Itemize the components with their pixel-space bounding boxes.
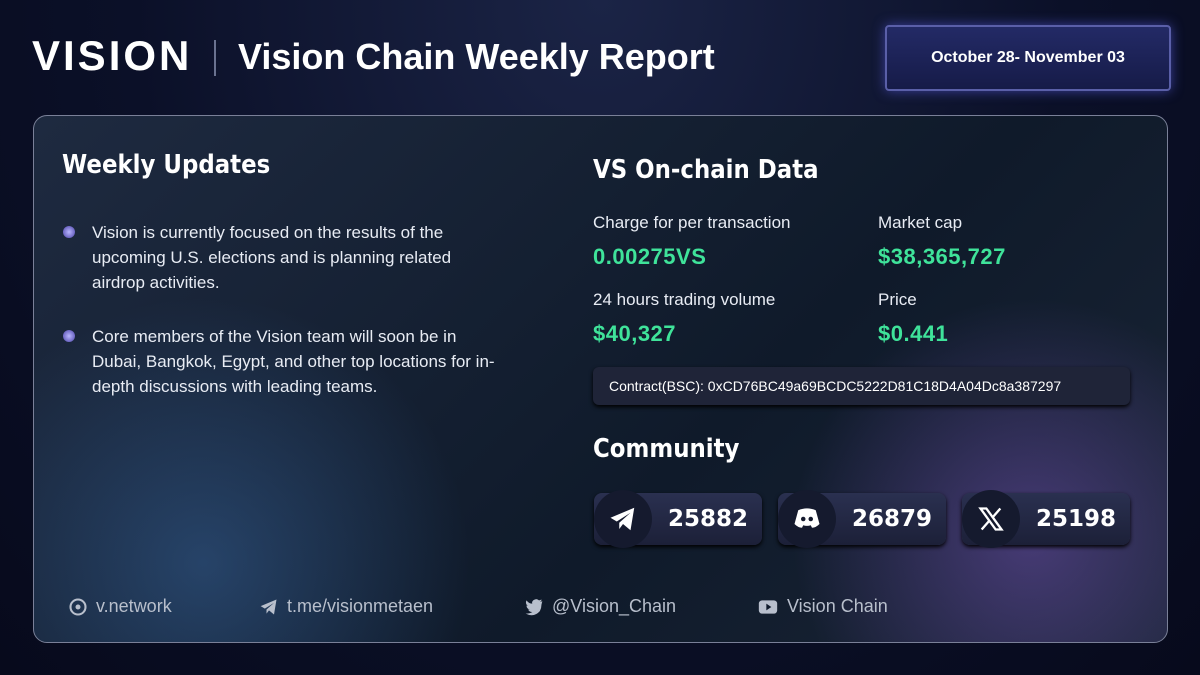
- stat-label: Price: [878, 290, 917, 309]
- footer-icon: [757, 597, 779, 617]
- update-item: Vision is currently focused on the resul…: [92, 223, 452, 292]
- contract-text: Contract(BSC): 0xCD76BC49a69BCDC5222D81C…: [609, 378, 1062, 394]
- bullet: [63, 226, 75, 238]
- date-box: October 28- November 03: [885, 25, 1171, 91]
- footer-text: t.me/visionmetaen: [287, 596, 434, 616]
- community-title: Community: [593, 434, 740, 464]
- footer-link: @Vision_Chain: [524, 596, 676, 617]
- community-pill: 26879: [778, 490, 946, 548]
- footer-text: v.network: [96, 596, 172, 616]
- footer-icon: [524, 597, 544, 617]
- footer-icon: [259, 597, 279, 617]
- member-count: 25882: [668, 506, 749, 532]
- bullet: [63, 330, 75, 342]
- title: Vision Chain Weekly Report: [238, 36, 715, 77]
- brand: VISION: [32, 32, 193, 79]
- footer-link: v.network: [68, 596, 172, 617]
- footer-link: t.me/visionmetaen: [259, 596, 433, 617]
- footer-link: Vision Chain: [757, 596, 888, 617]
- member-count: 25198: [1036, 506, 1117, 532]
- separator: [214, 40, 216, 76]
- social-icon: [778, 490, 836, 548]
- footer-icon: [68, 597, 88, 617]
- onchain-title: VS On-chain Data: [593, 155, 819, 185]
- stat-value: $40,327: [593, 321, 677, 346]
- update-item: Core members of the Vision team will soo…: [92, 327, 495, 396]
- stat-value: $0.441: [878, 321, 949, 346]
- contract: Contract(BSC): 0xCD76BC49a69BCDC5222D81C…: [593, 367, 1130, 405]
- community-pill: 25198: [962, 490, 1130, 548]
- community-pill: 25882: [594, 490, 762, 548]
- stat-value: $38,365,727: [878, 244, 1006, 269]
- member-count: 26879: [852, 506, 933, 532]
- date: October 28- November 03: [931, 49, 1125, 66]
- stat-value: 0.00275VS: [593, 244, 707, 269]
- stat-label: Charge for per transaction: [593, 213, 791, 232]
- updates-title: Weekly Updates: [62, 150, 271, 180]
- stat-label: Market cap: [878, 213, 963, 232]
- social-icon: [594, 490, 652, 548]
- footer-text: @Vision_Chain: [552, 596, 677, 616]
- stat-label: 24 hours trading volume: [593, 290, 776, 309]
- footer-text: Vision Chain: [787, 596, 888, 616]
- social-icon: [962, 490, 1020, 548]
